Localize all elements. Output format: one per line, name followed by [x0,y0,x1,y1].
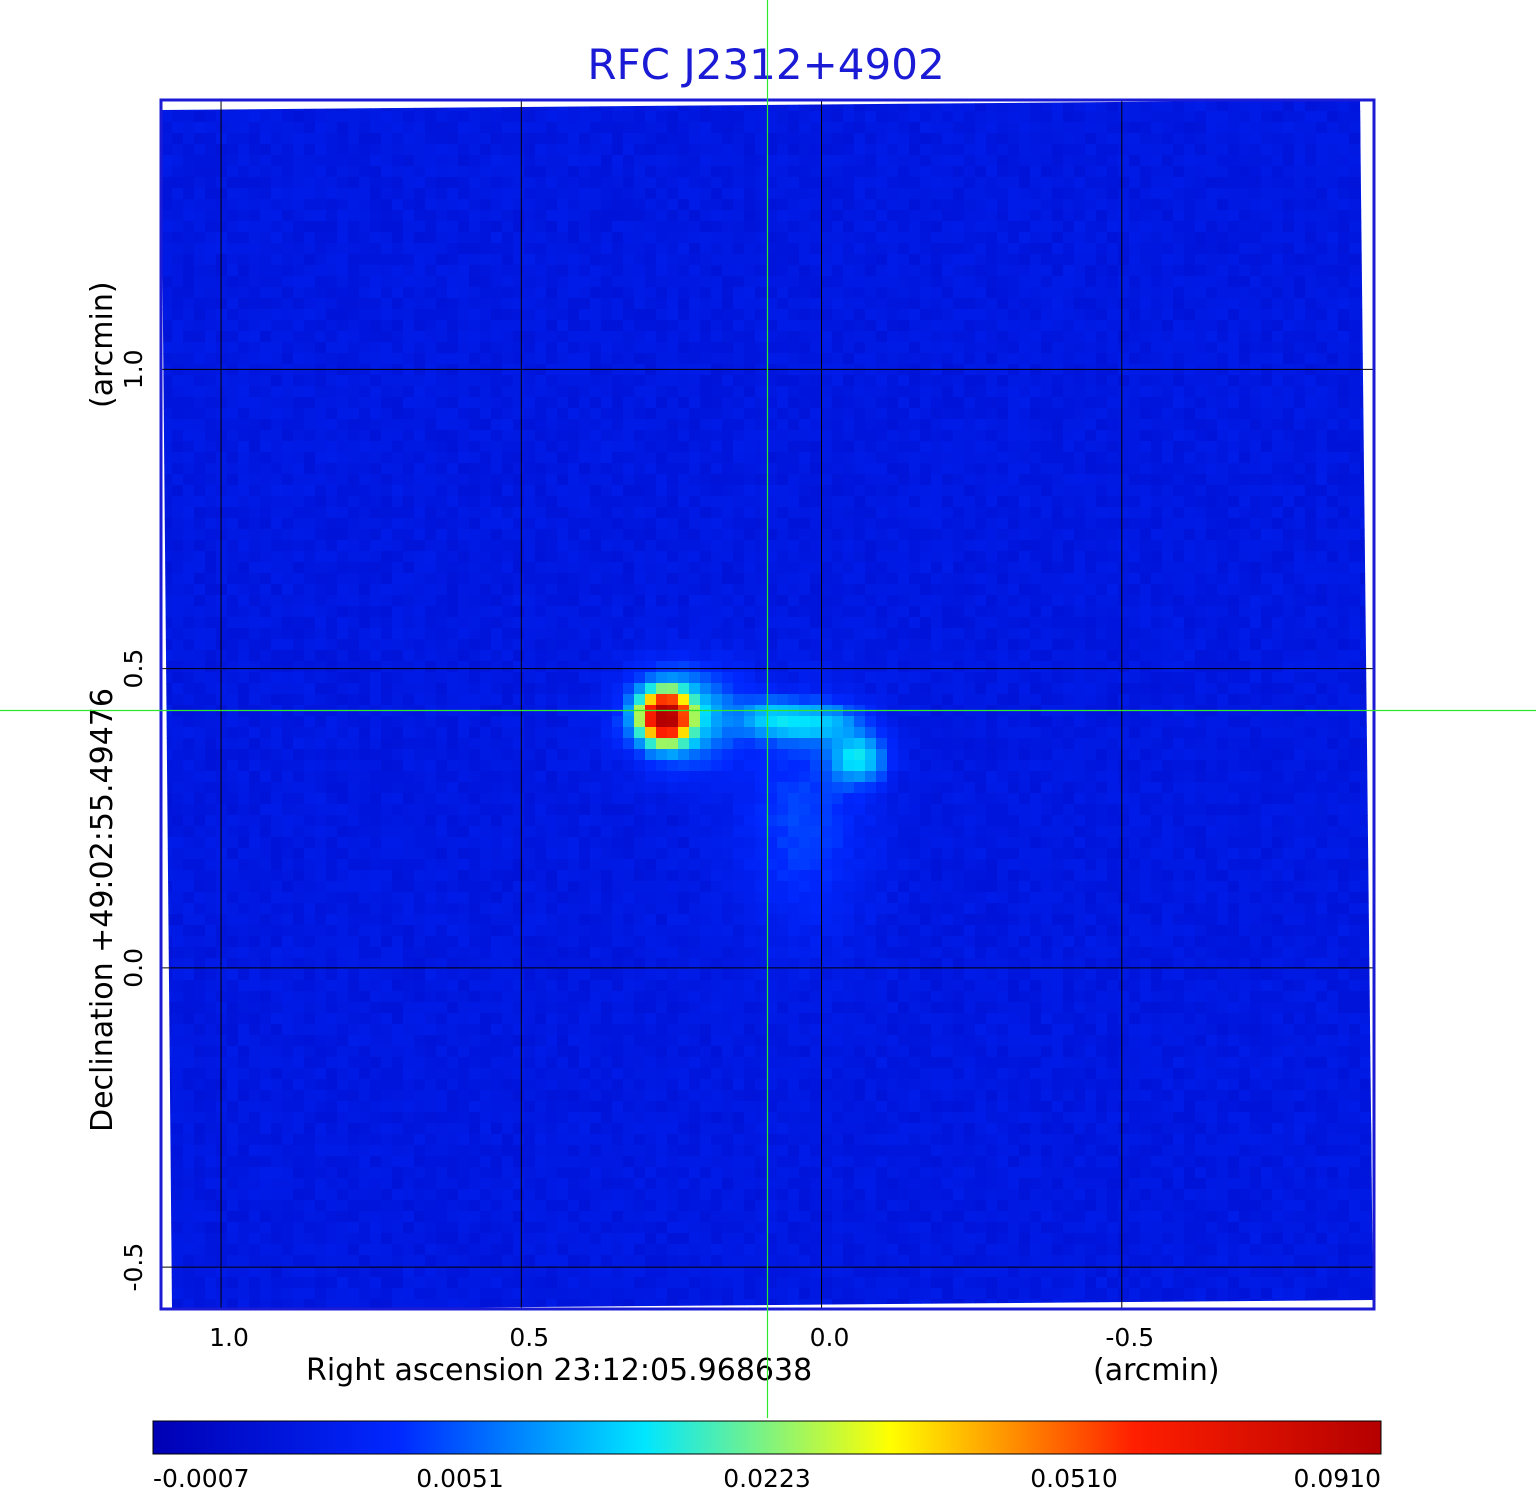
intensity-image [161,100,1373,1310]
x-tick-label: 0.5 [509,1323,549,1352]
y-tick-labels: 1.0 0.5 0.0 -0.5 [119,349,148,1291]
colorbar-tick-labels: -0.0007 0.0051 0.0223 0.0510 0.0910 [153,1464,1381,1493]
colorbar [152,1420,1382,1455]
colorbar-tick-label: 0.0910 [1294,1464,1381,1493]
colorbar-tick-label: 0.0051 [416,1464,503,1493]
x-axis-unit: (arcmin) [1093,1353,1220,1388]
colorbar-tick-label: 0.0223 [723,1464,810,1493]
x-tick-labels: 1.0 0.5 0.0 -0.5 [209,1323,1154,1352]
x-tick-label: 0.0 [810,1323,850,1352]
y-axis-label: Declination +49:02:55.49476 [85,688,120,1132]
y-axis-unit: (arcmin) [85,281,120,408]
y-tick-label: 1.0 [119,349,148,389]
x-tick-label: 1.0 [209,1323,249,1352]
x-tick-label: -0.5 [1105,1323,1154,1352]
chart-title: RFC J2312+4902 [587,40,944,89]
y-tick-label: 0.0 [119,948,148,988]
colorbar-tick-label: 0.0510 [1030,1464,1117,1493]
crosshair [0,0,1536,1418]
colorbar-tick-label: -0.0007 [153,1464,250,1493]
x-axis-label: Right ascension 23:12:05.968638 [306,1353,812,1388]
y-tick-label: -0.5 [119,1243,148,1292]
y-tick-label: 0.5 [119,649,148,689]
